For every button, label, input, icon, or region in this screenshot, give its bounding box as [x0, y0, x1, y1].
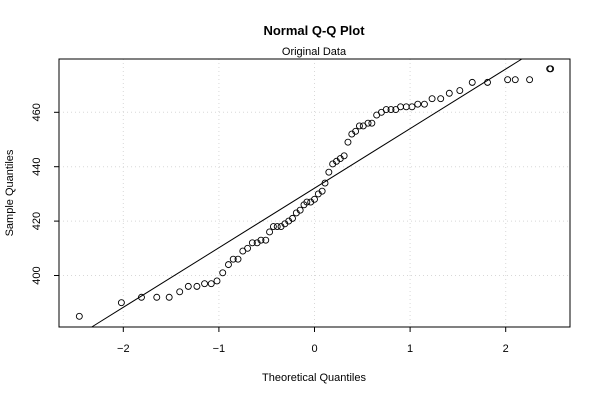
data-point: [468, 78, 476, 86]
data-point: [325, 168, 333, 176]
data-point: [165, 293, 173, 301]
reference-line-group: [91, 58, 523, 328]
data-point: [355, 122, 363, 130]
data-point: [176, 288, 184, 296]
data-point: [408, 103, 416, 111]
data-point: [340, 152, 348, 160]
data-point: [382, 106, 390, 114]
grid: [59, 59, 570, 327]
data-point: [368, 119, 376, 127]
data-point: [117, 299, 125, 307]
data-point: [547, 65, 555, 73]
data-point: [311, 195, 318, 203]
y-tick-label: 400: [31, 266, 43, 284]
x-tick-label: 1: [407, 343, 413, 355]
data-point: [504, 76, 512, 84]
reference-line: [91, 58, 523, 328]
chart-subtitle: Original Data: [282, 46, 347, 58]
data-point: [344, 138, 352, 146]
data-point: [213, 277, 221, 285]
data-point: [138, 293, 145, 301]
data-point: [437, 95, 445, 103]
data-points: [75, 65, 555, 320]
data-point: [244, 244, 252, 252]
data-point: [397, 103, 404, 111]
x-tick-label: −2: [117, 343, 130, 355]
x-tick-label: 0: [311, 343, 317, 355]
data-point: [352, 127, 360, 135]
data-point: [318, 187, 326, 195]
data-point: [402, 103, 410, 111]
x-axis-label: Theoretical Quantiles: [262, 372, 366, 384]
data-point: [229, 255, 237, 263]
data-point: [234, 255, 242, 263]
data-point: [266, 228, 274, 236]
y-tick-label: 420: [31, 212, 43, 230]
data-point: [225, 261, 232, 269]
data-point: [296, 206, 304, 214]
data-point: [273, 223, 281, 230]
y-tick-label: 440: [31, 158, 43, 176]
data-point: [420, 100, 428, 108]
data-point: [153, 293, 161, 301]
data-point: [364, 119, 372, 127]
chart-title: Normal Q-Q Plot: [263, 23, 365, 38]
data-point: [75, 312, 83, 320]
data-point: [269, 223, 277, 230]
data-point: [262, 236, 270, 244]
y-tick-label: 460: [31, 103, 43, 121]
data-point: [303, 198, 311, 206]
data-point: [428, 95, 436, 103]
data-point: [321, 179, 329, 187]
data-point: [289, 214, 296, 222]
data-point: [201, 280, 209, 288]
data-point: [526, 76, 534, 84]
x-tick-label: −1: [213, 343, 226, 355]
data-point: [511, 76, 519, 84]
data-point: [257, 236, 265, 244]
data-point: [207, 280, 215, 288]
data-point: [248, 239, 256, 247]
data-point: [387, 106, 395, 114]
data-point: [219, 269, 227, 277]
plot-frame: [58, 58, 571, 328]
y-axis: 400 420 440 460: [31, 103, 59, 285]
x-tick-label: 2: [503, 343, 509, 355]
data-point: [184, 282, 192, 290]
x-axis: −2 −1 0 1 2: [117, 327, 509, 355]
data-point: [445, 89, 453, 97]
y-axis-label: Sample Quantiles: [4, 149, 16, 236]
data-point: [193, 282, 201, 290]
data-point: [484, 78, 491, 86]
data-point: [456, 87, 464, 94]
data-point: [414, 100, 422, 108]
